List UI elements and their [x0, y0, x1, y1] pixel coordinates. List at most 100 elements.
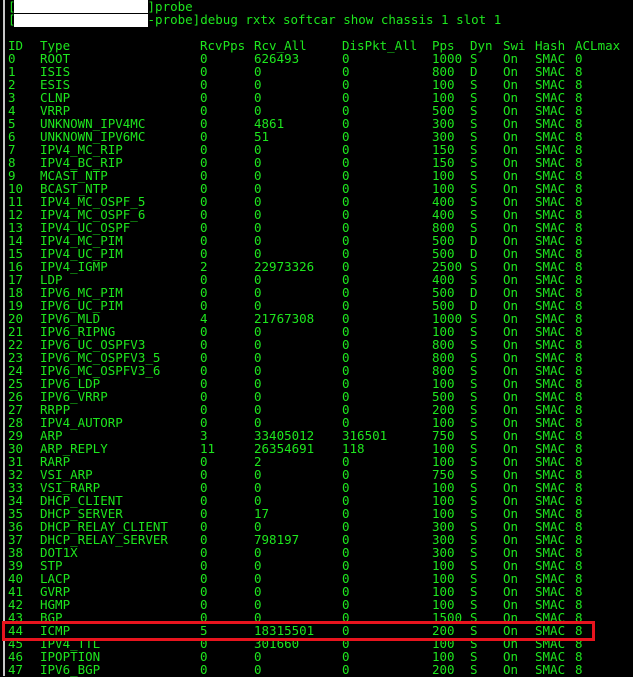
table-row: 5 UNKNOWN_IPV4MC 0 4861 0 300 S On SMAC 8	[0, 117, 633, 130]
cell-dyn: S	[470, 519, 478, 534]
table-row: 21 IPV6_RIPNG 0 0 0 100 S On SMAC 8	[0, 325, 633, 338]
cell-hash: SMAC	[535, 389, 566, 404]
cell-hash: SMAC	[535, 415, 566, 430]
cell-pps: 100	[432, 441, 455, 456]
cell-swi: On	[503, 168, 519, 183]
table-row: 11 IPV4_MC_OSPF_5 0 0 0 400 S On SMAC 8	[0, 195, 633, 208]
cell-hash: SMAC	[535, 168, 566, 183]
cell-dyn: S	[470, 402, 478, 417]
cell-dyn: S	[470, 389, 478, 404]
cell-type: ARP	[40, 428, 63, 443]
cell-rcv-all: 0	[254, 363, 262, 378]
cell-dyn: S	[470, 259, 478, 274]
cell-type: VSI_RARP	[40, 480, 101, 495]
cell-aclmax: 8	[575, 103, 583, 118]
cell-rcvpps: 0	[200, 90, 208, 105]
cell-rcv-all: 0	[254, 298, 262, 313]
cell-type: ROOT	[40, 51, 71, 66]
table-row: 29 ARP 3 33405012 316501 750 S On SMAC 8	[0, 429, 633, 442]
cell-type: HGMP	[40, 597, 71, 612]
cell-rcvpps: 5	[200, 623, 208, 638]
cell-swi: On	[503, 532, 519, 547]
cell-type: IPV4_BC_RIP	[40, 155, 123, 170]
cell-hash: SMAC	[535, 584, 566, 599]
cell-dispkt-all: 0	[342, 194, 350, 209]
command-text: -probe]debug rxtx softcar show chassis 1…	[147, 12, 502, 27]
cell-hash: SMAC	[535, 285, 566, 300]
cell-dispkt-all: 0	[342, 90, 350, 105]
cell-id: 17	[8, 272, 24, 287]
cell-dyn: S	[470, 415, 478, 430]
cell-id: 19	[8, 298, 24, 313]
cell-aclmax: 8	[575, 415, 583, 430]
cell-hash: SMAC	[535, 454, 566, 469]
cell-id: 34	[8, 493, 24, 508]
cell-id: 25	[8, 376, 24, 391]
cell-pps: 300	[432, 545, 455, 560]
cell-rcv-all: 0	[254, 662, 262, 677]
cell-type: IPV6_RIPNG	[40, 324, 116, 339]
cell-type: DHCP_RELAY_SERVER	[40, 532, 168, 547]
cell-id: 1	[8, 64, 16, 79]
cell-rcv-all: 0	[254, 597, 262, 612]
cell-hash: SMAC	[535, 194, 566, 209]
cell-type: IPV6_MC_PIM	[40, 285, 123, 300]
cell-dispkt-all: 0	[342, 623, 350, 638]
cell-aclmax: 8	[575, 662, 583, 677]
cell-type: IPV6_MLD	[40, 311, 101, 326]
cell-dispkt-all: 0	[342, 506, 350, 521]
cell-swi: On	[503, 64, 519, 79]
header-aclmax: ACLmax	[575, 38, 621, 53]
cell-hash: SMAC	[535, 571, 566, 586]
cell-dyn: S	[470, 597, 478, 612]
cell-aclmax: 8	[575, 350, 583, 365]
cell-id: 2	[8, 77, 16, 92]
cell-hash: SMAC	[535, 233, 566, 248]
cell-swi: On	[503, 350, 519, 365]
cell-pps: 100	[432, 493, 455, 508]
table-row: 14 IPV4_MC_PIM 0 0 0 500 D On SMAC 8	[0, 234, 633, 247]
cell-dyn: S	[470, 480, 478, 495]
cell-dispkt-all: 0	[342, 103, 350, 118]
cell-rcv-all: 26354691	[254, 441, 315, 456]
cell-rcvpps: 0	[200, 129, 208, 144]
table-row: 13 IPV4_UC_OSPF 0 0 0 800 S On SMAC 8	[0, 221, 633, 234]
cell-rcvpps: 0	[200, 298, 208, 313]
cell-rcvpps: 0	[200, 155, 208, 170]
table-row: 33 VSI_RARP 0 0 0 100 S On SMAC 8	[0, 481, 633, 494]
cell-rcv-all: 0	[254, 64, 262, 79]
cell-id: 27	[8, 402, 24, 417]
table-row: 36 DHCP_RELAY_CLIENT 0 0 0 300 S On SMAC 8	[0, 520, 633, 533]
cell-pps: 300	[432, 129, 455, 144]
cell-aclmax: 8	[575, 389, 583, 404]
cell-swi: On	[503, 194, 519, 209]
cell-hash: SMAC	[535, 480, 566, 495]
cell-aclmax: 8	[575, 246, 583, 261]
cell-type: DHCP_RELAY_CLIENT	[40, 519, 168, 534]
cell-id: 16	[8, 259, 24, 274]
cell-id: 44	[8, 623, 24, 638]
cell-swi: On	[503, 376, 519, 391]
cell-hash: SMAC	[535, 51, 566, 66]
cell-rcv-all: 0	[254, 571, 262, 586]
cell-dispkt-all: 0	[342, 64, 350, 79]
cell-aclmax: 8	[575, 363, 583, 378]
cell-id: 7	[8, 142, 16, 157]
table-row: 31 RARP 0 2 0 100 S On SMAC 8	[0, 455, 633, 468]
cell-hash: SMAC	[535, 402, 566, 417]
cell-rcvpps: 0	[200, 493, 208, 508]
table-row: 42 HGMP 0 0 0 100 S On SMAC 8	[0, 598, 633, 611]
cell-swi: On	[503, 246, 519, 261]
cell-id: 0	[8, 51, 16, 66]
cell-pps: 800	[432, 350, 455, 365]
table-row: 22 IPV6_UC_OSPFV3 0 0 0 800 S On SMAC 8	[0, 338, 633, 351]
cell-dispkt-all: 0	[342, 558, 350, 573]
cell-dyn: S	[470, 272, 478, 287]
cell-id: 26	[8, 389, 24, 404]
cell-hash: SMAC	[535, 246, 566, 261]
cell-rcv-all: 0	[254, 142, 262, 157]
cell-rcvpps: 0	[200, 220, 208, 235]
cell-pps: 100	[432, 77, 455, 92]
table-row: 24 IPV6_MC_OSPFV3_6 0 0 0 800 S On SMAC 8	[0, 364, 633, 377]
cell-dispkt-all: 0	[342, 402, 350, 417]
